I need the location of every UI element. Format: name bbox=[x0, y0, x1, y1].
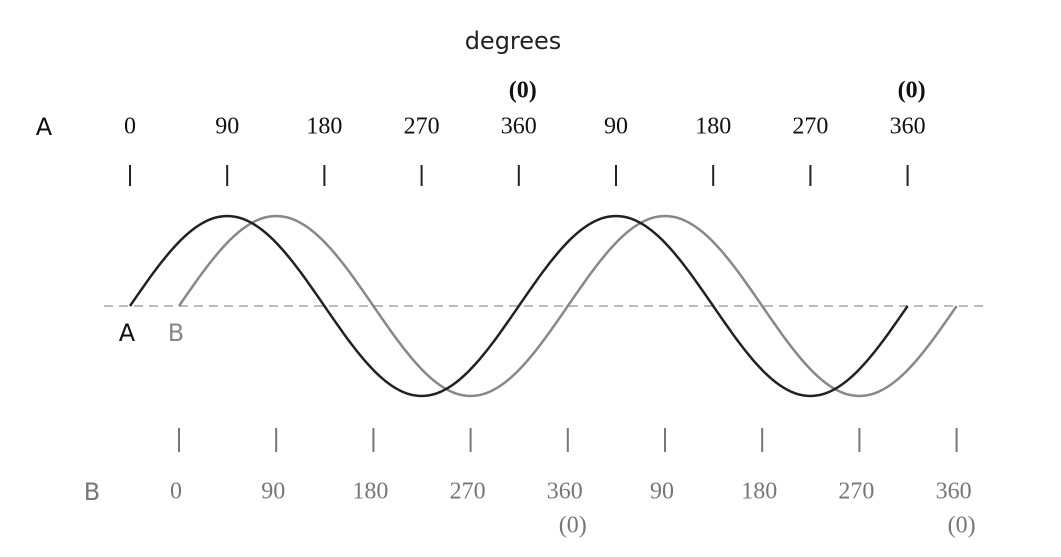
title: degrees bbox=[465, 27, 562, 55]
tick-label: 360 bbox=[890, 114, 926, 140]
zero-label: (0) bbox=[948, 513, 976, 539]
tick-label: 270 bbox=[792, 114, 828, 140]
tick-label: 90 bbox=[604, 114, 628, 140]
curve-a bbox=[128, 214, 909, 398]
tick-label: 180 bbox=[741, 479, 777, 505]
tick-label: 90 bbox=[650, 479, 674, 505]
curve-b bbox=[177, 214, 958, 398]
tick-label: 270 bbox=[450, 479, 486, 505]
tick-label: 270 bbox=[404, 114, 440, 140]
tick-label: 0 bbox=[170, 479, 182, 505]
tick-label: 270 bbox=[838, 479, 874, 505]
tick-label: 360 bbox=[501, 114, 537, 140]
tick-label: 360 bbox=[547, 479, 583, 505]
axis-b-name: B bbox=[84, 478, 100, 506]
zero-label: (0) bbox=[559, 513, 587, 539]
zero-label: (0) bbox=[509, 78, 537, 104]
curve-b-label: B bbox=[168, 319, 184, 347]
tick-label: 0 bbox=[124, 114, 136, 140]
tick-label: 180 bbox=[306, 114, 342, 140]
zero-label: (0) bbox=[898, 78, 926, 104]
tick-label: 360 bbox=[936, 479, 972, 505]
axis-a-name: A bbox=[36, 113, 53, 141]
tick-label: 90 bbox=[215, 114, 239, 140]
tick-label: 180 bbox=[352, 479, 388, 505]
curve-a-label: A bbox=[119, 319, 136, 347]
tick-label: 180 bbox=[695, 114, 731, 140]
tick-label: 90 bbox=[261, 479, 285, 505]
